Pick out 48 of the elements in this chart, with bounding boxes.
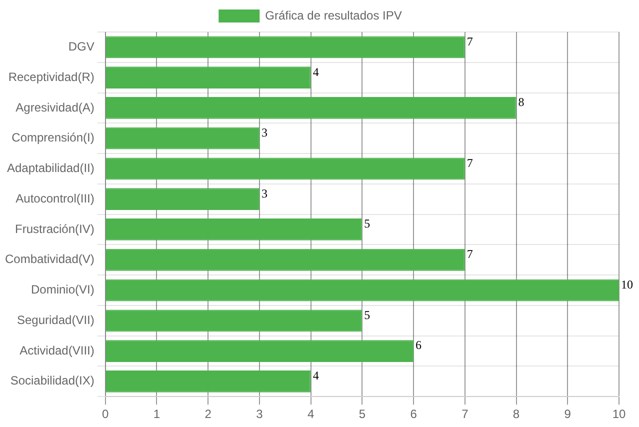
y-tick-label: Frustración(IV)	[15, 222, 94, 236]
bar	[106, 340, 414, 362]
x-tick-label: 4	[307, 407, 314, 422]
y-tick-label: Autocontrol(III)	[16, 191, 94, 206]
y-tick-label: Seguridad(VII)	[16, 312, 94, 327]
data-label: 3	[261, 126, 268, 140]
y-tick-label: Agresividad(A)	[16, 100, 94, 114]
bar	[106, 158, 465, 180]
x-tick-label: 10	[612, 407, 626, 422]
bar	[106, 248, 465, 271]
x-tick-label: 2	[204, 407, 212, 422]
bar	[106, 127, 260, 150]
x-tick-label: 7	[462, 407, 469, 422]
y-tick-label: DGV	[68, 40, 94, 54]
bar	[106, 218, 362, 240]
bar	[106, 36, 465, 58]
legend-label: Gráfica de resultados IPV	[265, 8, 402, 22]
y-tick-label: Dominio(VI)	[31, 282, 94, 297]
data-label: 7	[466, 156, 473, 170]
data-label: 3	[261, 186, 268, 200]
y-tick-label: Sociabilidad(IX)	[10, 374, 94, 388]
y-tick-label: Actividad(VIII)	[20, 343, 94, 358]
x-tick-label: 8	[512, 407, 520, 422]
data-label: 7	[466, 247, 473, 262]
x-tick-label: 5	[358, 407, 366, 422]
data-label: 5	[364, 308, 370, 322]
bar	[106, 279, 619, 302]
data-label: 5	[364, 216, 370, 231]
x-tick-label: 1	[153, 407, 160, 422]
data-label: 6	[416, 338, 422, 352]
bar	[106, 310, 362, 332]
y-tick-label: Receptividad(R)	[8, 70, 94, 84]
y-tick-label: Comprensión(I)	[12, 130, 94, 145]
y-tick-label: Combatividad(V)	[4, 252, 94, 266]
data-label: 4	[312, 64, 319, 79]
bar	[106, 188, 260, 210]
x-tick-label: 9	[564, 407, 572, 422]
bar	[106, 97, 516, 119]
x-tick-label: 0	[102, 407, 110, 422]
data-label: 4	[312, 368, 319, 383]
data-label: 8	[518, 95, 524, 110]
bar	[106, 66, 311, 89]
y-tick-label: Adaptabilidad(II)	[6, 161, 94, 176]
data-label: 7	[466, 34, 473, 48]
data-label: 10	[621, 277, 633, 292]
x-tick-label: 6	[410, 407, 418, 422]
bar	[106, 370, 311, 392]
x-tick-label: 3	[256, 407, 264, 422]
